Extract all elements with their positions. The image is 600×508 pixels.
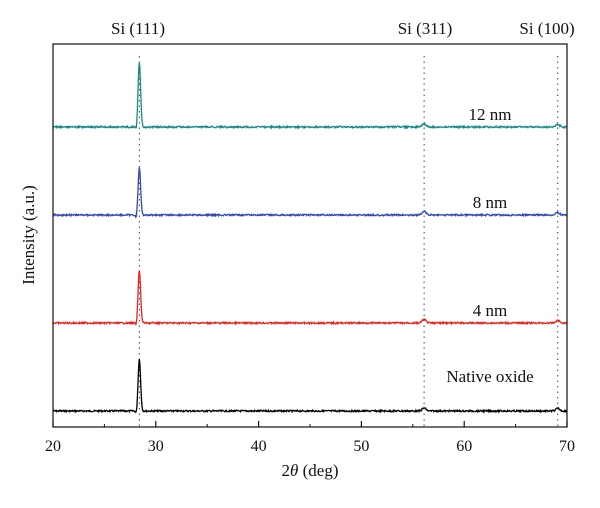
x-axis-ticks: 20 30 40 50 60 70 — [45, 421, 575, 455]
series-label-1: 4 nm — [473, 301, 507, 320]
x-axis-title: 2θ (deg) — [282, 461, 339, 480]
x-axis-title-symbol: θ — [290, 461, 298, 480]
series-line-0 — [52, 358, 568, 414]
peak-labels: Si (111) Si (311) Si (100) — [111, 19, 575, 38]
series-line-3 — [52, 62, 568, 130]
series-line-1 — [52, 270, 568, 326]
series-curves — [52, 62, 568, 414]
y-axis-title: Intensity (a.u.) — [19, 185, 38, 285]
series-line-2 — [52, 167, 568, 219]
x-tick-label-2: 40 — [251, 438, 267, 455]
series-labels: Native oxide 4 nm 8 nm 12 nm — [446, 105, 533, 386]
x-axis-title-prefix: 2 — [282, 461, 291, 480]
x-tick-label-4: 60 — [456, 438, 472, 455]
x-tick-label-5: 70 — [559, 438, 575, 455]
x-tick-label-1: 30 — [148, 438, 164, 455]
peak-label-si111: Si (111) — [111, 19, 165, 38]
x-tick-label-3: 50 — [353, 438, 369, 455]
series-label-0: Native oxide — [446, 367, 533, 386]
peak-label-si100: Si (100) — [519, 19, 574, 38]
series-label-3: 12 nm — [469, 105, 512, 124]
series-label-2: 8 nm — [473, 193, 507, 212]
x-axis-title-suffix: (deg) — [298, 461, 338, 480]
x-tick-label-0: 20 — [45, 438, 61, 455]
peak-label-si311: Si (311) — [398, 19, 453, 38]
